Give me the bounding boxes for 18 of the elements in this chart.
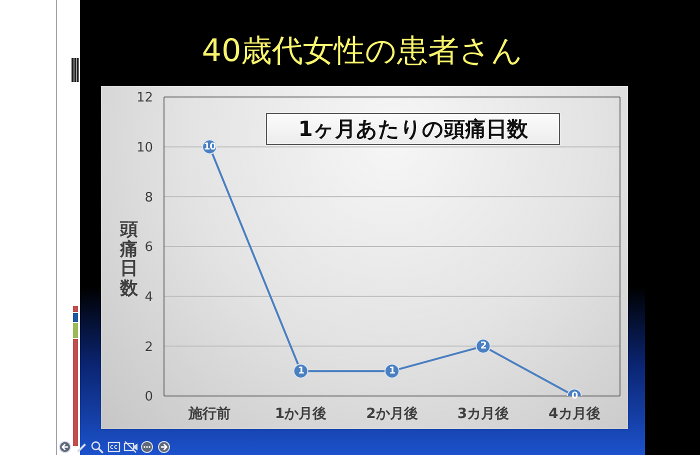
x-tick-label: 1か月後 xyxy=(274,406,327,422)
y-tick-label: 0 xyxy=(144,390,153,405)
y-tick-label: 4 xyxy=(144,290,153,305)
y-tick-label: 2 xyxy=(144,340,153,355)
y-axis-title: 頭痛日数 xyxy=(118,219,139,298)
y-tick-label: 6 xyxy=(144,240,153,256)
data-label: 10 xyxy=(204,141,217,152)
chart-title: 40歳代女性の患者さん xyxy=(200,32,524,71)
x-tick-label: 2か月後 xyxy=(366,406,418,422)
data-label: 1 xyxy=(389,366,396,377)
y-tick-label: 10 xyxy=(136,140,153,156)
x-tick-label: 施行前 xyxy=(188,406,231,422)
y-tick-label: 12 xyxy=(136,90,153,106)
x-tick-label: 4カ月後 xyxy=(548,406,600,422)
data-label: 2 xyxy=(480,340,486,352)
y-tick-label: 8 xyxy=(144,190,153,206)
x-tick-label: 3カ月後 xyxy=(457,406,510,422)
data-label: 1 xyxy=(298,366,304,377)
